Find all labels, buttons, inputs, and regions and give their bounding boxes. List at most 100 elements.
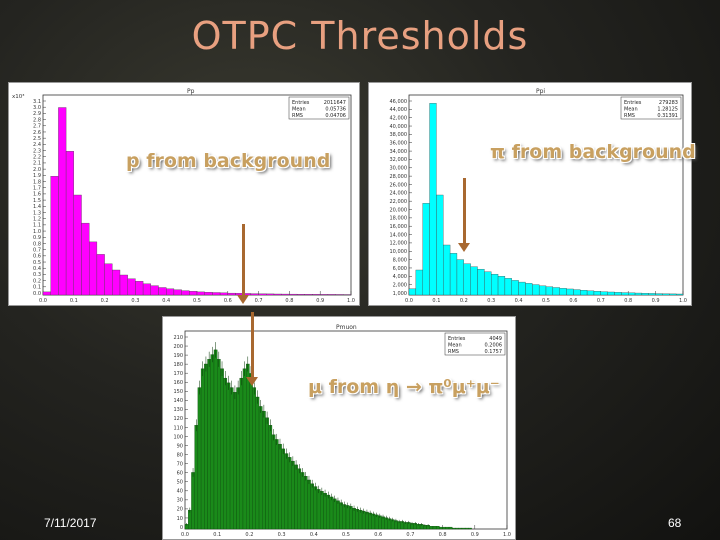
proton-callout: p from background	[126, 150, 331, 172]
histogram-bar	[345, 505, 350, 530]
y-tick-label: 30	[177, 498, 183, 504]
histogram-bar	[634, 292, 643, 296]
histogram-bar	[429, 103, 437, 296]
histogram-bar	[181, 290, 190, 296]
histogram-bar	[300, 472, 305, 530]
x-tick-label: 0.3	[278, 532, 286, 538]
y-tick-label: 1,000	[393, 291, 407, 297]
histogram-bar	[662, 293, 670, 296]
y-tick-label: 210	[173, 335, 183, 341]
y-tick-label: 60	[177, 471, 183, 477]
pion-histogram-panel: Ppi 1,000 2,000 4,000 6,000 8,000 10,000 12,000…	[368, 82, 692, 306]
histogram-bar	[173, 289, 182, 296]
y-tick-label: 0.4	[33, 266, 41, 272]
histogram-bar	[435, 525, 440, 530]
y-tick-label: 0.2	[33, 278, 41, 284]
proton-histogram-panel: Pp x10³ 0.0 0.1 0.2 0.3 0.4 0.5 0.6 0.7 0.8 0.9 1.0 1…	[8, 82, 360, 306]
y-tick-label: 0.9	[33, 235, 41, 241]
histogram-bar	[296, 294, 305, 296]
y-tick-label: 36,000	[390, 141, 408, 147]
histogram-bar	[525, 283, 533, 296]
y-tick-label: 14,000	[390, 232, 408, 238]
histogram-bar	[204, 292, 213, 296]
histogram-bar	[258, 406, 263, 530]
y-tick-label: 40,000	[390, 124, 408, 130]
histogram-bar	[239, 377, 244, 530]
histogram-bar	[207, 359, 211, 530]
x-tick-label: 0.1	[432, 298, 440, 304]
stats-value: 2011647	[324, 100, 346, 106]
histogram-bar	[655, 293, 663, 296]
y-tick-label: 0.8	[33, 241, 41, 247]
histogram-bar	[289, 293, 298, 296]
stats-value: 1.28125	[657, 107, 678, 113]
histogram-bar	[313, 486, 318, 530]
x-tick-label: 0.9	[316, 298, 324, 304]
x-tick-label: 0.4	[310, 532, 318, 538]
x-tick-label: 0.9	[471, 532, 479, 538]
x-tick-label: 0.0	[39, 298, 47, 304]
y-tick-label: 1.2	[33, 216, 41, 222]
stats-label: Mean	[292, 107, 306, 113]
histogram-bar	[281, 448, 285, 530]
slide-date: 7/11/2017	[44, 516, 97, 530]
stats-value: 0.04706	[325, 113, 346, 119]
histogram-bar	[559, 288, 567, 296]
y-tick-label: 32,000	[390, 157, 408, 163]
y-tick-label: 80	[177, 452, 183, 458]
histogram-bar	[518, 281, 526, 296]
x-tick-label: 0.2	[460, 298, 468, 304]
histogram-bar	[422, 203, 430, 296]
histogram-bar	[73, 194, 82, 296]
histogram-bar	[112, 269, 121, 296]
y-tick-label: 50	[177, 480, 183, 486]
muon-histogram-panel: Pmuon 0 10 20 30 40 50 60 70 80 90 100 110 120 130 140 1…	[162, 316, 516, 540]
histogram-bar	[89, 241, 98, 296]
stats-label: Entries	[448, 336, 466, 342]
histogram-bar	[484, 271, 492, 296]
y-tick-label: 26,000	[390, 182, 408, 188]
y-tick-label: 70	[177, 461, 183, 467]
y-tick-label: 38,000	[390, 132, 408, 138]
muon-arrow-marker	[246, 312, 258, 386]
y-tick-label: 2,000	[393, 282, 407, 288]
y-tick-label: 170	[173, 371, 183, 377]
histogram-bar	[361, 510, 366, 530]
histogram-bar	[242, 368, 247, 530]
y-tick-label: 8,000	[393, 257, 407, 263]
histogram-bar	[223, 377, 228, 530]
x-tick-label: 0.7	[597, 298, 605, 304]
histogram-bar	[104, 263, 113, 296]
histogram-bar	[236, 387, 240, 530]
histogram-bar	[573, 289, 581, 296]
y-tick-label: 0.1	[33, 285, 41, 291]
proton-histogram-svg: Ppx10³0.00.10.20.30.40.50.60.70.80.91.01…	[12, 88, 355, 304]
histogram-bar	[304, 294, 313, 296]
histogram-bar	[343, 294, 352, 296]
histogram-bar	[271, 434, 276, 530]
histogram-bar	[219, 292, 228, 296]
x-tick-label: 0.4	[162, 298, 170, 304]
y-tick-label: 3.0	[33, 105, 41, 111]
stats-value: 0.31391	[657, 113, 678, 119]
panel-title: Pmuon	[336, 324, 357, 331]
histogram-bar	[352, 508, 356, 530]
histogram-bar	[158, 287, 167, 296]
y-tick-label: 0.3	[33, 272, 41, 278]
histogram-bar	[415, 269, 423, 296]
histogram-bar	[470, 266, 478, 296]
y-tick-label: 2.0	[33, 167, 41, 173]
histogram-bar	[600, 291, 608, 296]
histogram-bar	[621, 292, 629, 296]
histogram-bar	[150, 285, 159, 296]
histogram-bar	[217, 359, 221, 530]
muon-histogram-svg: Pmuon 0 10 20 30 40 50 60 70 80 90 100 110 120 130 140 1…	[173, 324, 511, 538]
histogram-bar	[532, 284, 540, 296]
pion-callout: π from background	[490, 141, 696, 163]
histogram-bar	[326, 494, 331, 530]
histogram-bar	[545, 286, 554, 296]
histogram-bar	[204, 363, 208, 530]
histogram-bar	[468, 527, 472, 530]
y-tick-label: 44,000	[390, 107, 408, 113]
histogram-bar	[287, 457, 292, 530]
